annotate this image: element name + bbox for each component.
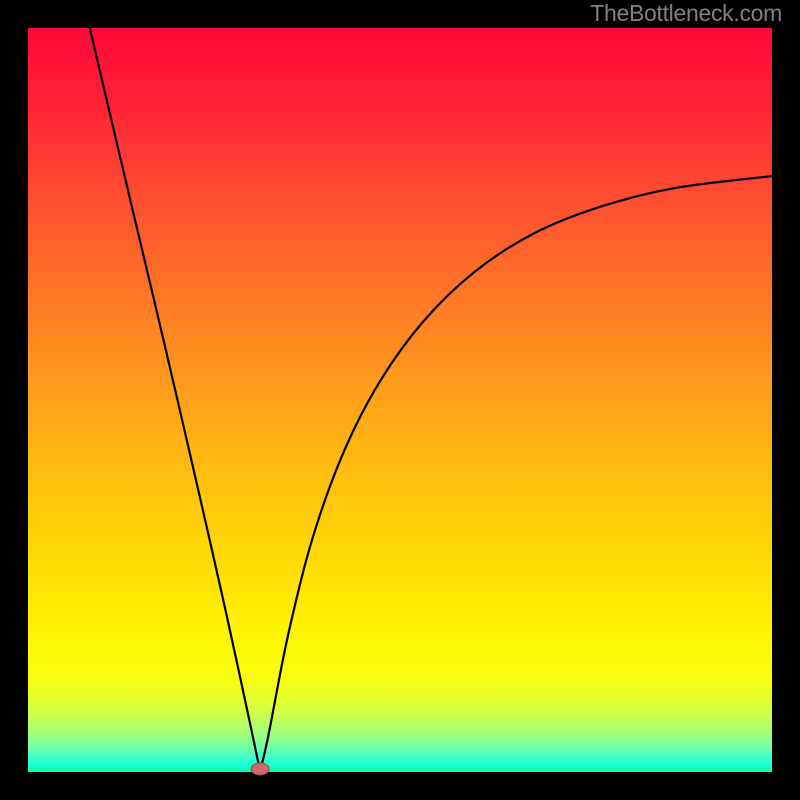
minimum-marker: [251, 763, 269, 775]
watermark-text: TheBottleneck.com: [590, 0, 782, 27]
plot-area: [28, 28, 772, 772]
chart-root: TheBottleneck.com: [0, 0, 800, 800]
chart-svg: [0, 0, 800, 800]
